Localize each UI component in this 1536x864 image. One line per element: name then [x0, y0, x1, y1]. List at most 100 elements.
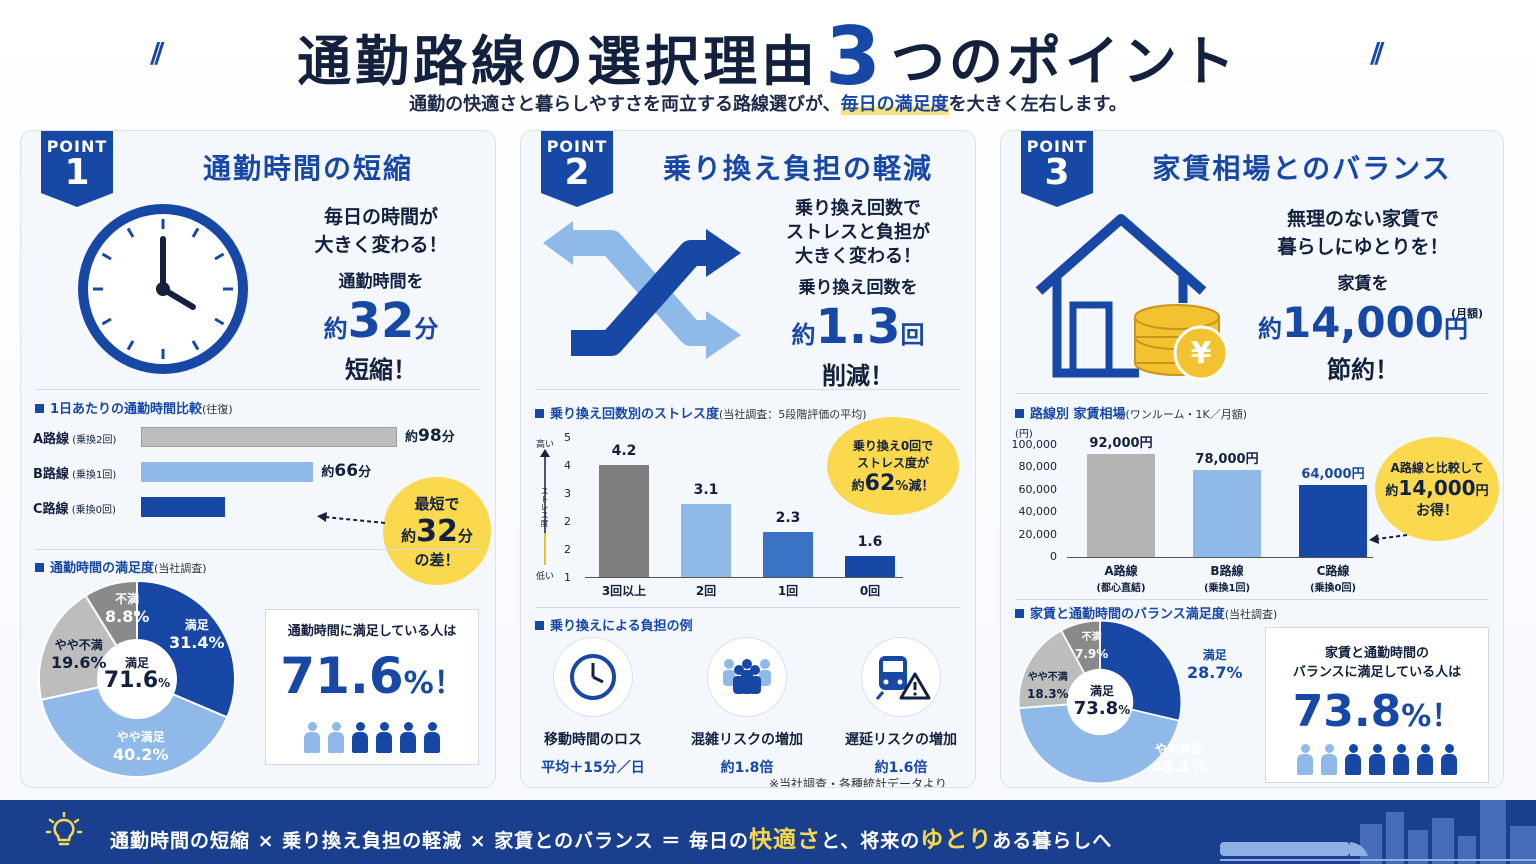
pie-hole: [1066, 668, 1134, 736]
burden-value: 約1.6倍: [874, 760, 928, 776]
burden-label: 移動時間のロス: [544, 732, 642, 748]
bubble-value: 14,000: [1398, 475, 1476, 500]
big-number: 約32分: [271, 295, 491, 355]
point1-title: 通勤時間の短縮: [202, 152, 413, 185]
y-tick: 60,000: [1018, 482, 1058, 496]
big-number: 約1.3回: [753, 301, 963, 361]
pie-hole: [97, 639, 177, 719]
x-axis: [585, 577, 903, 578]
sec-sub: (当社調査：5段階評価の平均): [719, 408, 867, 421]
point2-badge: POINT 2: [541, 131, 613, 207]
people-icons: [266, 722, 478, 754]
msg-line4: 乗り換え回数を: [798, 278, 918, 298]
y-tick: 2: [564, 515, 571, 528]
t3: ある暮らしへ: [992, 830, 1113, 852]
pie-label-satisfied: 満足 28.7%: [1187, 647, 1243, 683]
source-note: ※当社調査・各種統計データより: [769, 777, 947, 788]
sec-sub: (当社調査): [1224, 608, 1278, 621]
burden-value: 平均＋15分／日: [541, 760, 645, 776]
msg-line2: 大きく変わる！: [314, 234, 448, 256]
point2-card: POINT 2 乗り換え負担の軽減 乗り換え回数で ストレスと負担が 大きく変わる…: [520, 130, 976, 788]
bar-label: B路線 (乗換1回): [33, 463, 153, 482]
val: 31.4%: [169, 633, 225, 652]
burden-label: 遅延リスクの増加: [845, 732, 957, 748]
subtitle-pre: 通勤の快適さと暮らしやすさを両立する路線選びが、: [409, 94, 841, 115]
sec-title: 乗り換え回数別のストレス度: [550, 407, 720, 422]
bar-category-name: C路線: [1316, 564, 1350, 578]
bar-category-sub: (都心直結): [1096, 583, 1146, 594]
msg-end: 短縮！: [345, 356, 417, 384]
person-icon: [1416, 744, 1434, 776]
pie-slice: [40, 677, 229, 778]
unit: %！: [1401, 699, 1462, 734]
point3-title: 家賃相場とのバランス: [1152, 152, 1452, 185]
bar-label: C路線 (乗換0回): [33, 498, 153, 517]
unit: %！: [403, 666, 464, 701]
person-icon: [375, 722, 393, 754]
bar-label-sub: (乗換1回): [68, 470, 117, 481]
badge-label: POINT: [1026, 137, 1088, 156]
dashed-arrow: [1369, 534, 1408, 544]
bar-label-name: A路線: [33, 432, 70, 447]
val: 19.6%: [51, 653, 107, 672]
person-icon: [1392, 744, 1410, 776]
bar-category: 0回: [859, 584, 881, 598]
bar-category-sub: (乗換1回): [1203, 583, 1251, 594]
rent-section-title: 路線別 家賃相場(ワンルーム・1K／月額): [1015, 403, 1247, 422]
badge-number: 3: [1044, 152, 1070, 193]
y-tick: 1: [564, 571, 571, 584]
person-icon: [1368, 744, 1386, 776]
pie-section-title: 通勤時間の満足度(当社調査): [35, 557, 207, 576]
people-icons: [1266, 744, 1488, 776]
msg-end: 削減！: [822, 362, 894, 390]
pie-label-somewhat-dissatisfied: やや不満 19.6%: [51, 637, 107, 673]
msg-line3: 通勤時間を: [338, 272, 424, 292]
line2: バランスに満足している人は: [1292, 665, 1462, 680]
bar-value: 4.2: [611, 443, 637, 459]
name: やや不満: [54, 638, 103, 652]
msg-line1: 毎日の時間が: [323, 206, 438, 228]
sec-title: 家賃と通勤時間のバランス満足度: [1030, 607, 1225, 622]
pie-center-unit: %: [158, 676, 171, 690]
person-icon: [1440, 744, 1458, 776]
big-value: 1.3: [815, 299, 901, 355]
val: 18.3%: [1027, 687, 1069, 701]
bubble-value: 62: [864, 470, 896, 496]
title-tail: つのポイント: [890, 30, 1239, 93]
pie-center-label: 満足: [1089, 684, 1114, 698]
person-icon: [1344, 744, 1362, 776]
bubble-value: 32: [416, 513, 458, 549]
city-train-illustration: [1220, 800, 1536, 864]
stress-section-title: 乗り換え回数別のストレス度(当社調査：5段階評価の平均): [535, 403, 867, 422]
bar-label-name: B路線: [33, 467, 69, 482]
point2-bubble: 乗り換え0回で ストレス度が 約62%減！: [827, 417, 959, 515]
point3-card: POINT 3 家賃相場とのバランス ¥ 無理のない家賃で 暮らしにゆとりを！ 家…: [1000, 130, 1504, 788]
person-icon: [423, 722, 441, 754]
monthly-note: (月額): [1451, 307, 1484, 320]
bar: [1299, 485, 1367, 557]
badge-label: POINT: [46, 137, 108, 156]
bar-category-sub: (乗換0回): [1309, 583, 1357, 594]
bar-value: 64,000円: [1301, 467, 1365, 483]
bar-value-unit: 分: [358, 465, 372, 480]
bar-category: 2回: [695, 584, 717, 598]
bar: [141, 462, 314, 482]
y-tick: 2: [564, 543, 571, 556]
point3-badge: POINT 3: [1021, 131, 1093, 207]
footer-text: 通勤時間の短縮 × 乗り換え負担の軽減 × 家賃とのバランス ＝ 毎日の快適さと…: [110, 820, 1112, 854]
val: 71.6: [280, 647, 404, 705]
val: 28.7%: [1187, 663, 1243, 682]
name: やや満足: [1154, 742, 1203, 756]
point2-title: 乗り換え負担の軽減: [662, 152, 933, 185]
sec-sub: (ワンルーム・1K／月額): [1125, 408, 1247, 421]
point1-card: POINT 1 通勤時間の短縮 毎日の時間が 大きく変わる！ 通勤時間を 約32分…: [20, 130, 496, 788]
name: 満足: [1202, 648, 1227, 662]
pie-label-somewhat-satisfied: やや満足 40.2%: [113, 729, 169, 765]
pie-label-satisfied: 満足 31.4%: [169, 617, 225, 653]
badge-number: 1: [64, 152, 90, 193]
bar-value: 2.3: [775, 509, 801, 526]
val: 45.1%: [1151, 757, 1207, 776]
t1: 通勤時間の短縮 × 乗り換え負担の軽減 × 家賃とのバランス ＝ 毎日の: [110, 830, 749, 852]
bar-value: 3.1: [693, 481, 719, 498]
